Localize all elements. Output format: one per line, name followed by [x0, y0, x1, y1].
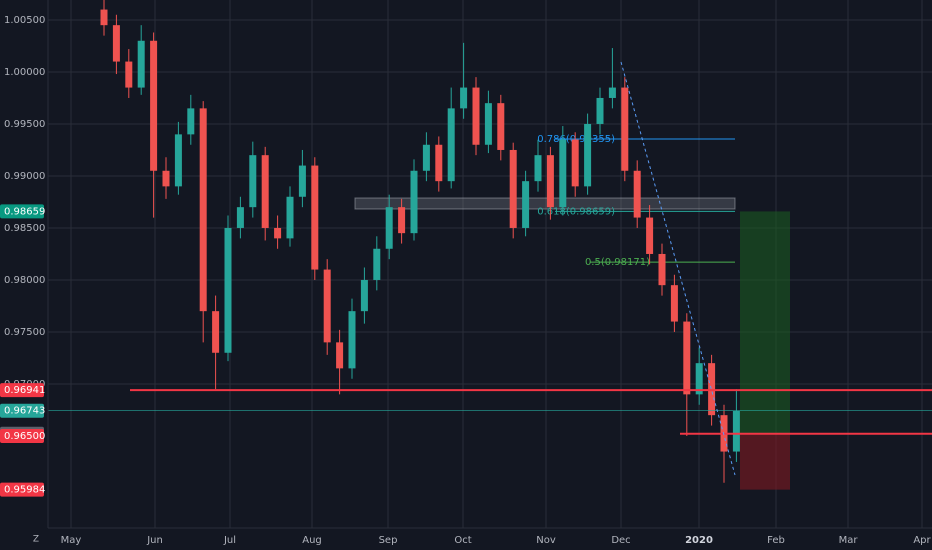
candle-body — [150, 40, 158, 171]
candle-body — [633, 170, 641, 218]
price-badge — [0, 204, 44, 219]
candle-body — [137, 40, 145, 88]
candle-body — [360, 279, 368, 312]
plot-area: 0.786(0.99355) 0.618(0.98659) 0.5(0.98171) — [48, 0, 932, 490]
candle-body — [274, 227, 282, 239]
candle-body — [695, 363, 703, 395]
candle-body — [559, 139, 567, 208]
candle-body — [596, 97, 604, 124]
candle-body — [484, 103, 492, 145]
x-tick-label: 2020 — [685, 535, 713, 546]
price-badge — [0, 403, 44, 418]
x-tick-label: Aug — [302, 535, 322, 546]
axis-icon[interactable]: Z — [33, 535, 39, 545]
profit-zone — [740, 211, 790, 434]
candle-body — [646, 217, 654, 254]
price-zone — [354, 197, 736, 210]
candle-body — [162, 170, 170, 187]
candle-body — [286, 196, 294, 239]
candle-body — [472, 87, 480, 145]
candle-body — [732, 411, 740, 452]
candle-body — [187, 108, 195, 135]
candle-body — [608, 87, 616, 98]
candle-body — [435, 144, 443, 182]
x-tick-label: Sep — [379, 535, 398, 546]
loss-zone — [740, 433, 790, 490]
candle-body — [199, 108, 207, 312]
candle-body — [112, 25, 120, 62]
price-badge-label: 0.95984 — [4, 485, 45, 496]
y-tick-label: 0.97500 — [4, 327, 45, 338]
candle-body — [584, 123, 592, 187]
candle-body — [373, 248, 381, 280]
candle-body — [174, 134, 182, 187]
y-tick-label: 0.99000 — [4, 171, 45, 182]
y-tick-label: 1.00500 — [4, 15, 45, 26]
candle-body — [422, 144, 430, 171]
candle-body — [125, 61, 133, 88]
candle-body — [100, 9, 108, 26]
candle-body — [212, 311, 220, 353]
candle-body — [534, 155, 542, 182]
x-tick-label: Oct — [454, 535, 471, 546]
y-tick-label: 0.98500 — [4, 223, 45, 234]
candle-body — [571, 139, 579, 187]
x-tick-label: Jun — [146, 535, 163, 546]
candle-body — [621, 87, 629, 171]
y-tick-label: 0.98000 — [4, 275, 45, 286]
price-badge-label: 0.96941 — [4, 385, 45, 396]
x-tick-label: Jul — [223, 535, 236, 546]
price-badge — [0, 428, 44, 443]
candle-body — [658, 253, 666, 286]
candle-body — [683, 321, 691, 395]
candle-body — [298, 165, 306, 197]
candle-body — [497, 103, 505, 150]
candle-body — [410, 170, 418, 234]
fib-label: 0.786(0.99355) — [537, 134, 615, 145]
price-badge-label: 0.98659 — [4, 206, 45, 217]
x-tick-label: Nov — [536, 535, 556, 546]
candle-body — [398, 207, 406, 234]
candle-body — [460, 87, 468, 109]
x-tick-label: Apr — [913, 535, 931, 546]
price-badge-label: 0.96500 — [4, 431, 45, 442]
price-badge — [0, 482, 44, 497]
y-tick-label: 1.00000 — [4, 67, 45, 78]
x-tick-label: Dec — [611, 535, 630, 546]
candle-body — [336, 342, 344, 369]
fib-label: 0.618(0.98659) — [537, 206, 615, 217]
candle-body — [546, 155, 554, 208]
candle-body — [236, 207, 244, 228]
candle-body — [348, 311, 356, 369]
price-badge-label: 0.96743 — [4, 406, 45, 417]
candle-body — [249, 155, 257, 208]
price-badge — [0, 383, 44, 398]
candle-body — [670, 285, 678, 322]
candle-body — [224, 227, 232, 353]
x-tick-label: Mar — [839, 535, 859, 546]
x-tick-label: Feb — [767, 535, 785, 546]
candle-body — [323, 269, 331, 343]
candle-body — [522, 181, 530, 228]
candle-body — [261, 155, 269, 228]
fib-label: 0.5(0.98171) — [585, 257, 650, 268]
candle-body — [509, 149, 517, 228]
candle-body — [311, 165, 319, 270]
x-tick-label: May — [61, 535, 82, 546]
candle-body — [385, 207, 393, 249]
y-tick-label: 0.99500 — [4, 119, 45, 130]
candle-body — [447, 108, 455, 182]
